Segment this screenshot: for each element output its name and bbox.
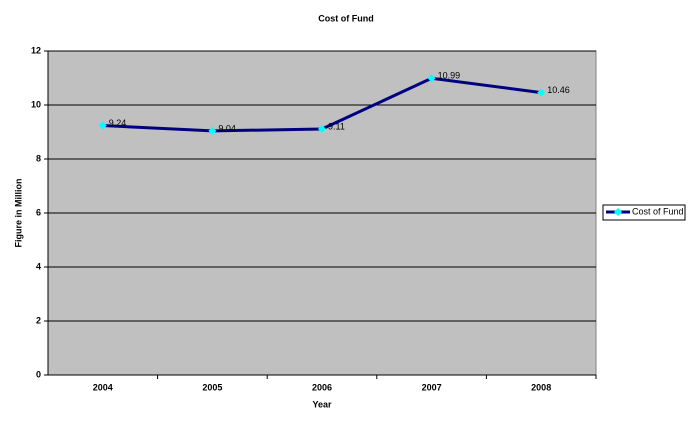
data-label: 9.11 bbox=[328, 121, 345, 131]
y-tick-label: 8 bbox=[36, 153, 41, 163]
x-tick-label: 2008 bbox=[531, 382, 551, 392]
marker bbox=[537, 88, 546, 97]
legend-label: Cost of Fund bbox=[632, 206, 684, 216]
data-label: 10.99 bbox=[438, 71, 461, 81]
data-label: 9.24 bbox=[109, 118, 127, 128]
x-tick-label: 2004 bbox=[93, 382, 113, 392]
x-axis-label: Year bbox=[312, 399, 332, 409]
data-label: 9.04 bbox=[218, 123, 236, 133]
marker bbox=[427, 74, 436, 83]
y-tick-label: 12 bbox=[31, 45, 41, 55]
marker bbox=[318, 125, 326, 134]
data-label: 10.46 bbox=[547, 85, 570, 95]
y-tick-label: 4 bbox=[36, 261, 41, 271]
y-axis-label: Figure in Million bbox=[13, 179, 23, 248]
chart-title: Cost of Fund bbox=[318, 13, 374, 23]
x-tick-label: 2005 bbox=[202, 382, 222, 392]
y-tick-label: 10 bbox=[31, 99, 41, 109]
marker bbox=[98, 121, 107, 130]
legend-marker bbox=[614, 208, 622, 216]
x-tick-label: 2007 bbox=[422, 382, 442, 392]
y-tick-label: 0 bbox=[36, 369, 41, 379]
legend bbox=[602, 204, 686, 221]
y-tick-label: 6 bbox=[36, 207, 41, 217]
y-tick-label: 2 bbox=[36, 315, 41, 325]
x-tick-label: 2006 bbox=[312, 382, 332, 392]
marker bbox=[208, 126, 217, 135]
